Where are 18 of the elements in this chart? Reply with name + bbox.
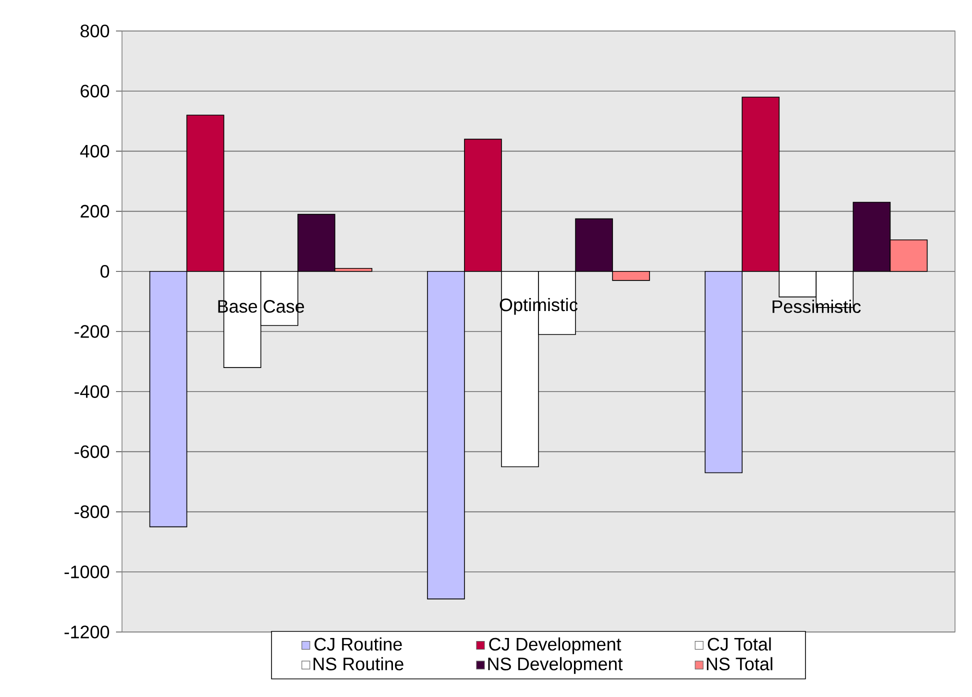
legend-label: CJ Total	[708, 637, 771, 651]
legend-label: CJ Routine	[314, 637, 402, 651]
y-tick-label: 600	[80, 84, 110, 98]
y-tick-label: 0	[100, 265, 110, 278]
y-tick-label: 800	[80, 24, 110, 38]
y-tick-label: -800	[74, 505, 110, 518]
legend-label: CJ Development	[489, 637, 622, 654]
y-tick-label: -1200	[64, 626, 110, 638]
legend-label: NS Development	[488, 657, 623, 674]
y-tick-label: -1000	[64, 566, 110, 578]
y-tick-label: -200	[74, 325, 110, 338]
legend-label: NS Total	[706, 657, 772, 670]
y-tick-label: 200	[80, 204, 110, 218]
y-tick-label: -600	[74, 445, 110, 458]
y-tick-label: -400	[74, 385, 110, 398]
legend-label: NS Routine	[314, 657, 404, 670]
y-tick-label: 400	[80, 144, 110, 158]
x-tick-label: Pessimistic	[772, 300, 861, 314]
